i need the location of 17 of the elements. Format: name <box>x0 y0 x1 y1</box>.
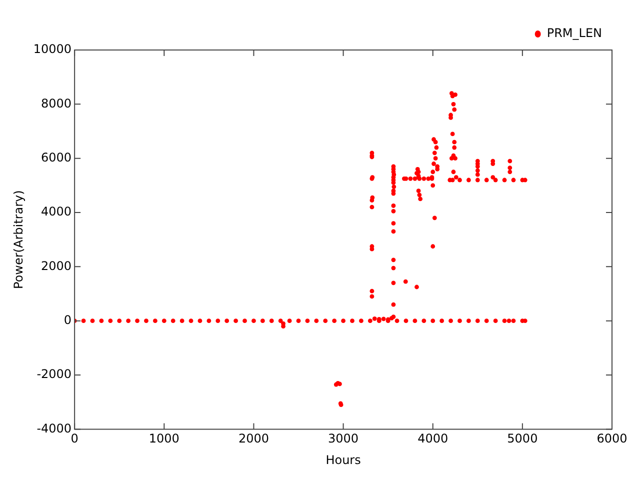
x-tick-label: 1000 <box>148 432 180 446</box>
legend-label: PRM_LEN <box>546 26 602 40</box>
x-tick-label: 4000 <box>418 432 448 446</box>
y-tick-label: 10000 <box>33 42 72 56</box>
y-tick-label: 2000 <box>41 258 72 273</box>
y-tick-label: 0 <box>64 312 72 327</box>
x-axis-title: Hours <box>326 452 361 467</box>
x-tick-label: 5000 <box>507 432 538 446</box>
x-tick-label: 3000 <box>328 432 359 446</box>
y-tick-label: 8000 <box>41 96 72 110</box>
y-tick-label: -2000 <box>36 367 72 382</box>
y-tick-label: 6000 <box>41 150 72 164</box>
x-tick-label: 2000 <box>238 432 269 446</box>
y-axis-title: Power(Arbitrary) <box>11 190 26 289</box>
y-tick-label: 4000 <box>41 204 72 219</box>
x-tick-label: 6000 <box>596 432 628 446</box>
y-tick-label: -4000 <box>36 421 72 436</box>
